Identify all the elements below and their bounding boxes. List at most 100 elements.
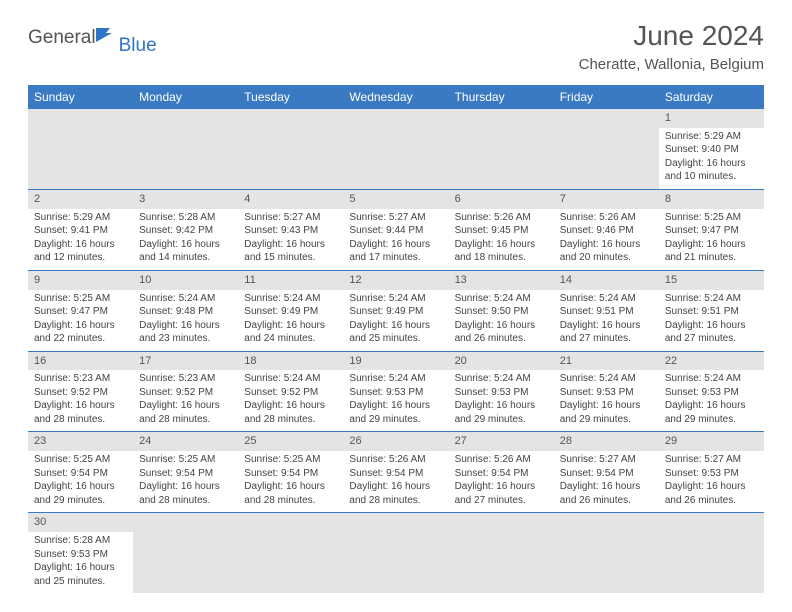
day-info: Sunrise: 5:25 AMSunset: 9:47 PMDaylight:… — [665, 211, 758, 265]
day-number: 9 — [28, 271, 133, 290]
calendar-day-cell — [238, 109, 343, 189]
calendar-day-cell: 21Sunrise: 5:24 AMSunset: 9:53 PMDayligh… — [554, 351, 659, 432]
calendar-day-cell: 9Sunrise: 5:25 AMSunset: 9:47 PMDaylight… — [28, 270, 133, 351]
day-info: Sunrise: 5:25 AMSunset: 9:54 PMDaylight:… — [34, 453, 127, 507]
day-info: Sunrise: 5:27 AMSunset: 9:44 PMDaylight:… — [349, 211, 442, 265]
calendar-week-row: 30 Sunrise: 5:28 AMSunset: 9:53 PMDayligh… — [28, 513, 764, 593]
day-info: Sunrise: 5:27 AMSunset: 9:54 PMDaylight:… — [560, 453, 653, 507]
logo-text-general: General — [28, 27, 96, 49]
weekday-header-row: Sunday Monday Tuesday Wednesday Thursday… — [28, 85, 764, 109]
calendar-day-cell: 4Sunrise: 5:27 AMSunset: 9:43 PMDaylight… — [238, 189, 343, 270]
calendar-day-cell — [133, 109, 238, 189]
day-number: 27 — [449, 432, 554, 451]
day-info: Sunrise: 5:26 AMSunset: 9:54 PMDaylight:… — [349, 453, 442, 507]
day-number: 24 — [133, 432, 238, 451]
calendar-day-cell: 23 Sunrise: 5:25 AMSunset: 9:54 PMDayligh… — [28, 432, 133, 513]
calendar-day-cell: 25 Sunrise: 5:25 AMSunset: 9:54 PMDayligh… — [238, 432, 343, 513]
calendar-week-row: 9Sunrise: 5:25 AMSunset: 9:47 PMDaylight… — [28, 270, 764, 351]
calendar-day-cell — [659, 513, 764, 593]
weekday-header: Thursday — [449, 85, 554, 109]
day-number: 1 — [659, 109, 764, 128]
day-number: 25 — [238, 432, 343, 451]
calendar-day-cell — [28, 109, 133, 189]
calendar-body: 1 Sunrise: 5:29 AMSunset: 9:40 PMDaylight… — [28, 109, 764, 593]
calendar-day-cell: 19Sunrise: 5:24 AMSunset: 9:53 PMDayligh… — [343, 351, 448, 432]
day-info: Sunrise: 5:24 AMSunset: 9:53 PMDaylight:… — [455, 372, 548, 426]
day-number: 21 — [554, 352, 659, 371]
day-info: Sunrise: 5:29 AMSunset: 9:41 PMDaylight:… — [34, 211, 127, 265]
calendar-day-cell — [449, 513, 554, 593]
day-number: 16 — [28, 352, 133, 371]
day-info: Sunrise: 5:28 AMSunset: 9:42 PMDaylight:… — [139, 211, 232, 265]
calendar-day-cell — [343, 513, 448, 593]
calendar-day-cell: 11Sunrise: 5:24 AMSunset: 9:49 PMDayligh… — [238, 270, 343, 351]
day-number: 23 — [28, 432, 133, 451]
day-info: Sunrise: 5:24 AMSunset: 9:51 PMDaylight:… — [560, 292, 653, 346]
calendar-day-cell: 8 Sunrise: 5:25 AMSunset: 9:47 PMDaylight… — [659, 189, 764, 270]
calendar-day-cell: 28 Sunrise: 5:27 AMSunset: 9:54 PMDayligh… — [554, 432, 659, 513]
calendar-day-cell: 20Sunrise: 5:24 AMSunset: 9:53 PMDayligh… — [449, 351, 554, 432]
day-info: Sunrise: 5:29 AMSunset: 9:40 PMDaylight:… — [665, 130, 758, 184]
calendar-day-cell: 26 Sunrise: 5:26 AMSunset: 9:54 PMDayligh… — [343, 432, 448, 513]
title-block: June 2024 Cheratte, Wallonia, Belgium — [579, 20, 764, 73]
calendar-day-cell — [133, 513, 238, 593]
calendar-day-cell — [554, 513, 659, 593]
weekday-header: Wednesday — [343, 85, 448, 109]
day-number: 30 — [28, 513, 133, 532]
calendar-week-row: 2Sunrise: 5:29 AMSunset: 9:41 PMDaylight… — [28, 189, 764, 270]
day-number: 18 — [238, 352, 343, 371]
day-number: 28 — [554, 432, 659, 451]
day-info: Sunrise: 5:24 AMSunset: 9:52 PMDaylight:… — [244, 372, 337, 426]
day-number: 11 — [238, 271, 343, 290]
weekday-header: Friday — [554, 85, 659, 109]
day-number: 8 — [659, 190, 764, 209]
day-number: 26 — [343, 432, 448, 451]
calendar-day-cell: 27Sunrise: 5:26 AMSunset: 9:54 PMDayligh… — [449, 432, 554, 513]
day-info: Sunrise: 5:26 AMSunset: 9:45 PMDaylight:… — [455, 211, 548, 265]
day-number: 14 — [554, 271, 659, 290]
calendar-day-cell: 6Sunrise: 5:26 AMSunset: 9:45 PMDaylight… — [449, 189, 554, 270]
calendar-day-cell — [238, 513, 343, 593]
calendar-day-cell: 13Sunrise: 5:24 AMSunset: 9:50 PMDayligh… — [449, 270, 554, 351]
day-info: Sunrise: 5:25 AMSunset: 9:54 PMDaylight:… — [244, 453, 337, 507]
day-info: Sunrise: 5:23 AMSunset: 9:52 PMDaylight:… — [139, 372, 232, 426]
calendar-week-row: 1 Sunrise: 5:29 AMSunset: 9:40 PMDaylight… — [28, 109, 764, 189]
page-title: June 2024 — [579, 20, 764, 52]
day-info: Sunrise: 5:28 AMSunset: 9:53 PMDaylight:… — [34, 534, 127, 588]
calendar-week-row: 16Sunrise: 5:23 AMSunset: 9:52 PMDayligh… — [28, 351, 764, 432]
calendar-table: Sunday Monday Tuesday Wednesday Thursday… — [28, 85, 764, 593]
day-number: 5 — [343, 190, 448, 209]
day-number: 17 — [133, 352, 238, 371]
calendar-day-cell: 30 Sunrise: 5:28 AMSunset: 9:53 PMDayligh… — [28, 513, 133, 593]
calendar-day-cell: 18Sunrise: 5:24 AMSunset: 9:52 PMDayligh… — [238, 351, 343, 432]
day-number: 3 — [133, 190, 238, 209]
calendar-day-cell: 7Sunrise: 5:26 AMSunset: 9:46 PMDaylight… — [554, 189, 659, 270]
calendar-day-cell: 14 Sunrise: 5:24 AMSunset: 9:51 PMDayligh… — [554, 270, 659, 351]
calendar-day-cell: 12Sunrise: 5:24 AMSunset: 9:49 PMDayligh… — [343, 270, 448, 351]
day-number: 29 — [659, 432, 764, 451]
calendar-day-cell: 16Sunrise: 5:23 AMSunset: 9:52 PMDayligh… — [28, 351, 133, 432]
weekday-header: Saturday — [659, 85, 764, 109]
day-number: 10 — [133, 271, 238, 290]
weekday-header: Monday — [133, 85, 238, 109]
weekday-header: Tuesday — [238, 85, 343, 109]
logo: General Blue — [28, 26, 160, 49]
day-info: Sunrise: 5:24 AMSunset: 9:53 PMDaylight:… — [665, 372, 758, 426]
day-info: Sunrise: 5:23 AMSunset: 9:52 PMDaylight:… — [34, 372, 127, 426]
calendar-day-cell: 24Sunrise: 5:25 AMSunset: 9:54 PMDayligh… — [133, 432, 238, 513]
day-info: Sunrise: 5:26 AMSunset: 9:46 PMDaylight:… — [560, 211, 653, 265]
day-number: 15 — [659, 271, 764, 290]
location-label: Cheratte, Wallonia, Belgium — [579, 56, 764, 73]
calendar-day-cell: 3 Sunrise: 5:28 AMSunset: 9:42 PMDaylight… — [133, 189, 238, 270]
day-number: 20 — [449, 352, 554, 371]
day-info: Sunrise: 5:24 AMSunset: 9:48 PMDaylight:… — [139, 292, 232, 346]
day-info: Sunrise: 5:24 AMSunset: 9:51 PMDaylight:… — [665, 292, 758, 346]
day-info: Sunrise: 5:24 AMSunset: 9:53 PMDaylight:… — [560, 372, 653, 426]
day-info: Sunrise: 5:24 AMSunset: 9:53 PMDaylight:… — [349, 372, 442, 426]
calendar-day-cell — [449, 109, 554, 189]
day-number: 22 — [659, 352, 764, 371]
day-info: Sunrise: 5:24 AMSunset: 9:50 PMDaylight:… — [455, 292, 548, 346]
calendar-day-cell: 22Sunrise: 5:24 AMSunset: 9:53 PMDayligh… — [659, 351, 764, 432]
day-info: Sunrise: 5:27 AMSunset: 9:43 PMDaylight:… — [244, 211, 337, 265]
calendar-week-row: 23 Sunrise: 5:25 AMSunset: 9:54 PMDayligh… — [28, 432, 764, 513]
